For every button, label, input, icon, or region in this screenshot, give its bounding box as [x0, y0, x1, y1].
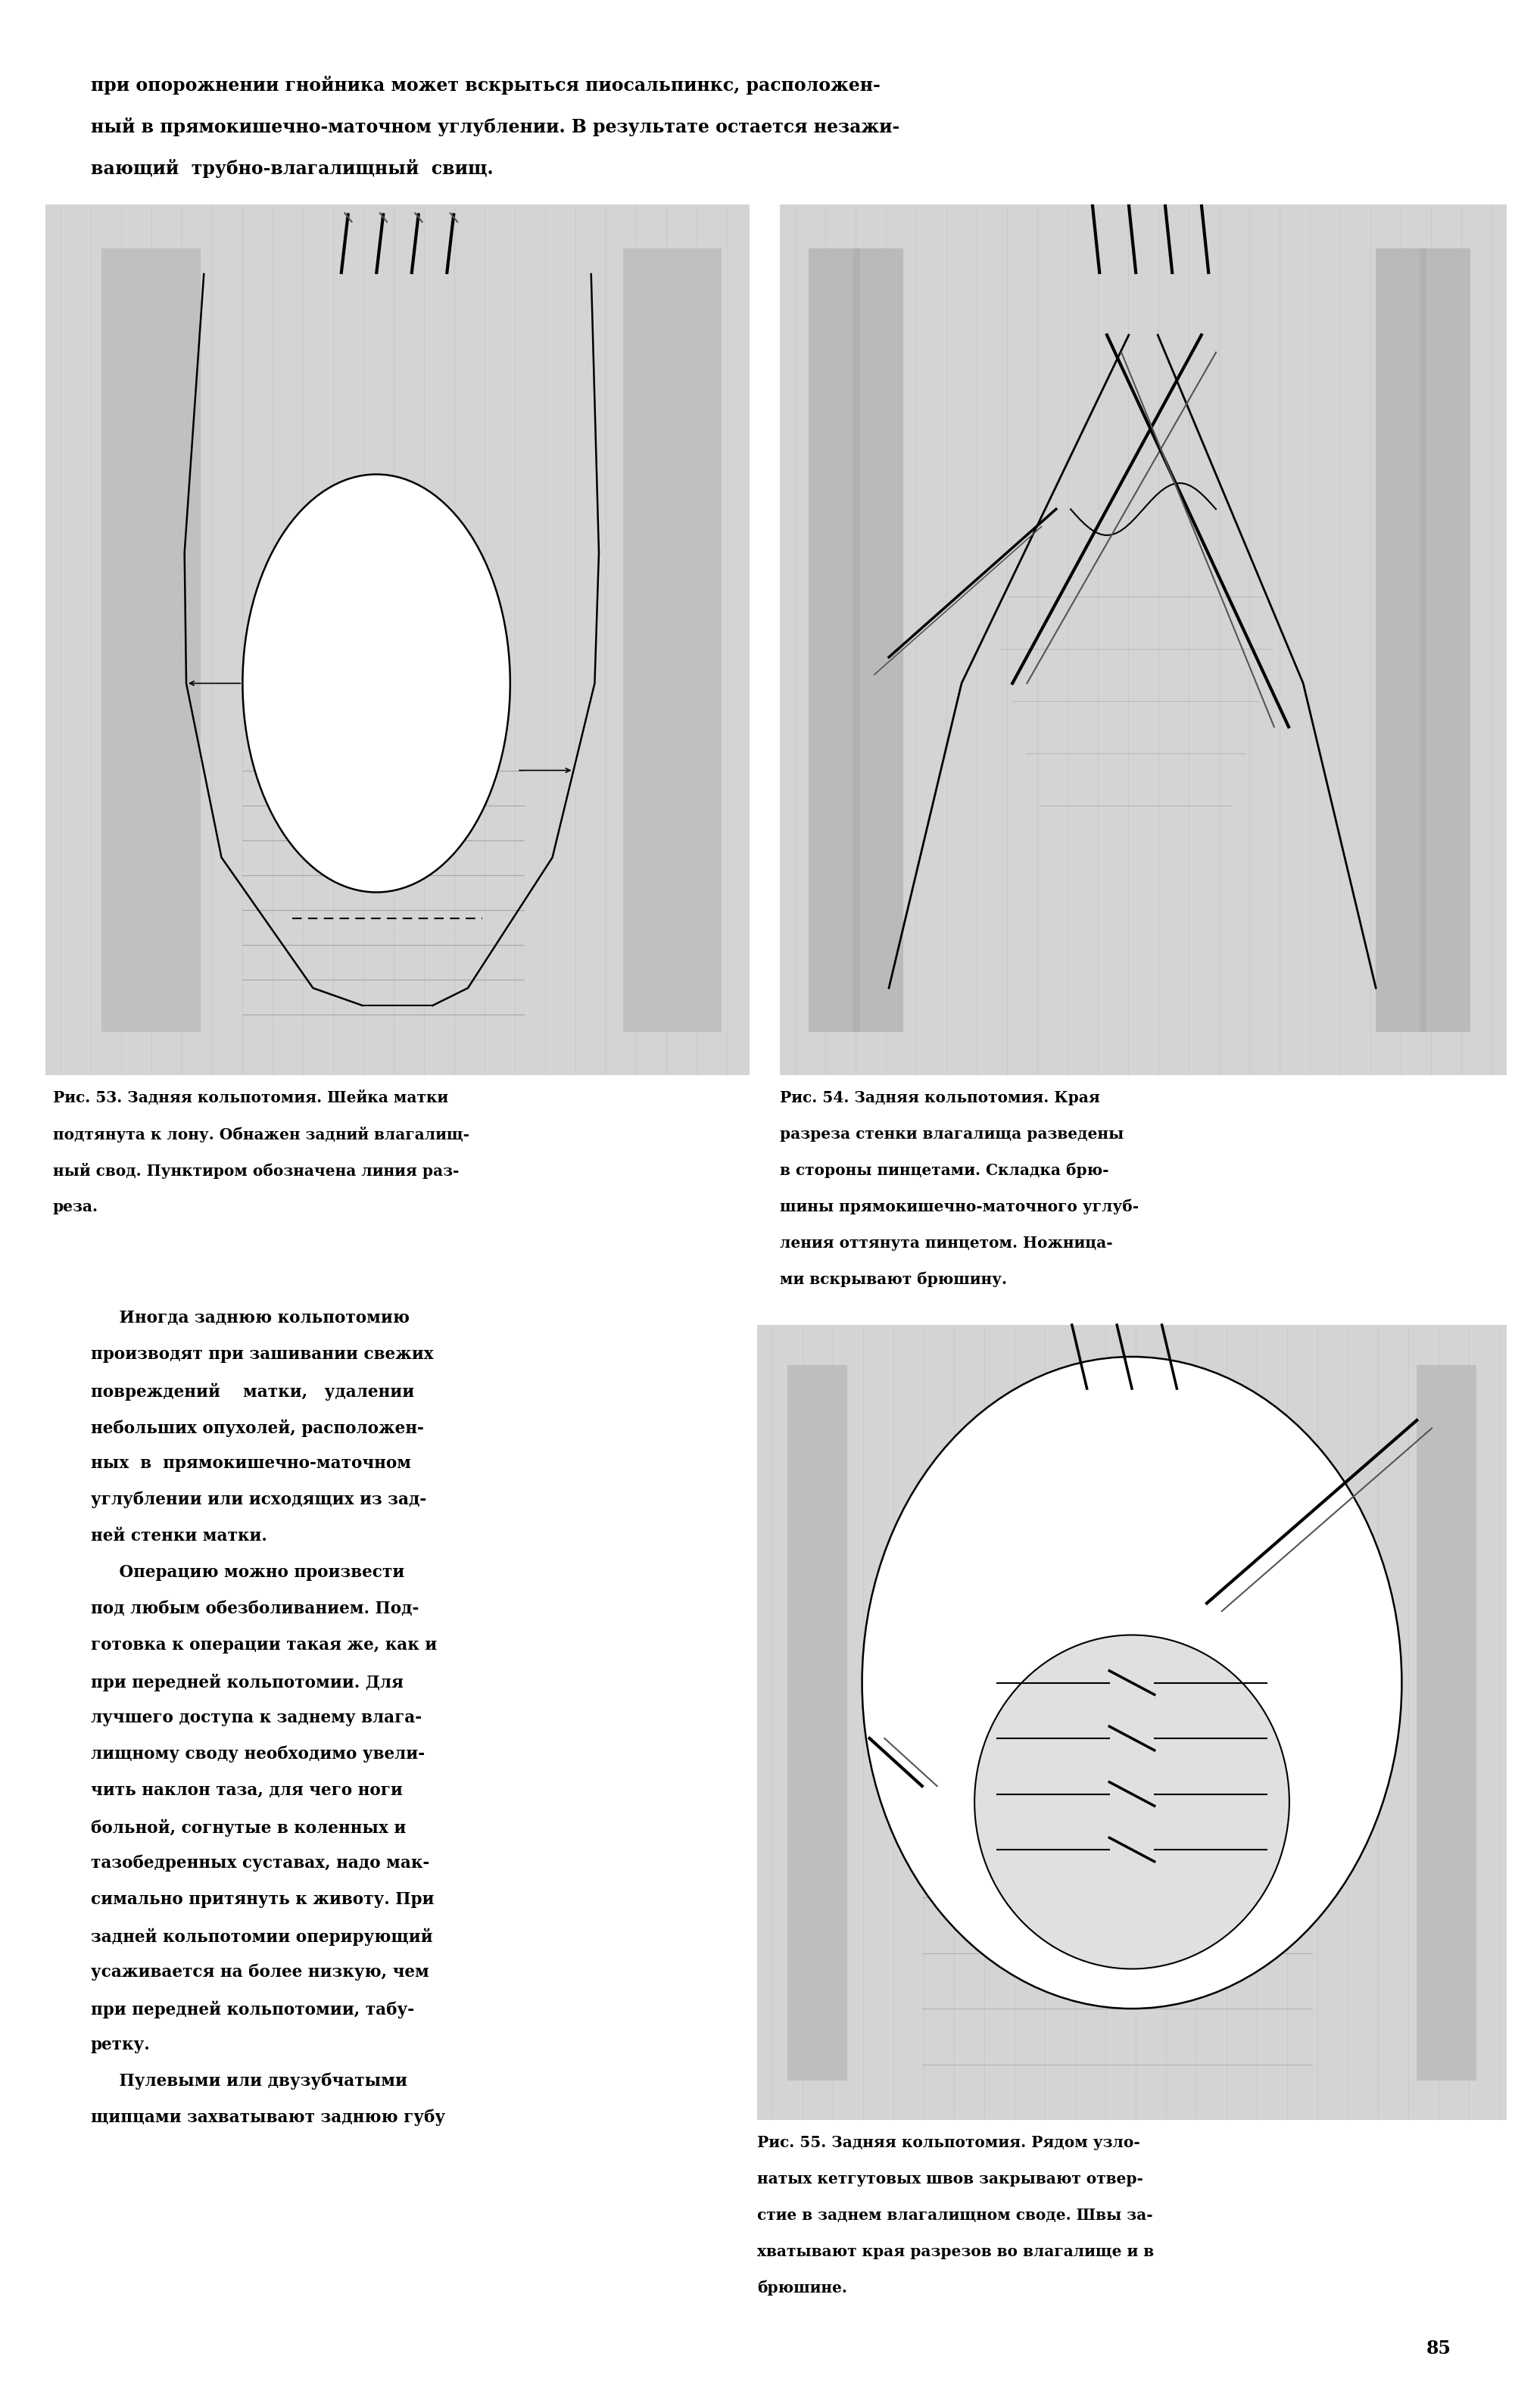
Bar	[853, 249, 904, 1032]
Text: вающий  трубно-влагалищный  свищ.: вающий трубно-влагалищный свищ.	[91, 158, 493, 177]
Text: симально притянуть к животу. При: симально притянуть к животу. При	[91, 1891, 434, 1908]
Text: небольших опухолей, расположен-: небольших опухолей, расположен-	[91, 1420, 424, 1436]
Ellipse shape	[862, 1357, 1401, 2009]
Text: брюшине.: брюшине.	[758, 2281, 847, 2296]
Text: Рис. 55. Задняя кольпотомия. Рядом узло-: Рис. 55. Задняя кольпотомия. Рядом узло-	[758, 2135, 1140, 2150]
Text: лищному своду необходимо увели-: лищному своду необходимо увели-	[91, 1745, 425, 1762]
Text: ней стенки матки.: ней стенки матки.	[91, 1527, 266, 1544]
Text: ми вскрывают брюшину.: ми вскрывают брюшину.	[779, 1271, 1007, 1288]
Bar	[102, 249, 151, 1032]
Bar	[1375, 249, 1426, 1032]
Text: усаживается на более низкую, чем: усаживается на более низкую, чем	[91, 1963, 430, 1980]
Text: Операцию можно произвести: Операцию можно произвести	[91, 1563, 405, 1580]
Text: подтянута к лону. Обнажен задний влагалищ-: подтянута к лону. Обнажен задний влагали…	[52, 1128, 470, 1142]
Text: Иногда заднюю кольпотомию: Иногда заднюю кольпотомию	[91, 1310, 410, 1326]
Bar	[1417, 1365, 1477, 2080]
Text: производят при зашивании свежих: производят при зашивании свежих	[91, 1345, 434, 1362]
Bar	[45, 203, 750, 1075]
Text: при передней кольпотомии. Для: при передней кольпотомии. Для	[91, 1673, 403, 1690]
Text: при опорожнении гнойника может вскрыться пиосальпинкс, расположен-: при опорожнении гнойника может вскрыться…	[91, 77, 881, 96]
Text: повреждений    матки,   удалении: повреждений матки, удалении	[91, 1381, 414, 1400]
Text: ный в прямокишечно-маточном углублении. В результате остается незажи-: ный в прямокишечно-маточном углублении. …	[91, 117, 899, 136]
Text: Рис. 53. Задняя кольпотомия. Шейка матки: Рис. 53. Задняя кольпотомия. Шейка матки	[52, 1089, 448, 1106]
Text: тазобедренных суставах, надо мак-: тазобедренных суставах, надо мак-	[91, 1855, 430, 1872]
Text: больной, согнутые в коленных и: больной, согнутые в коленных и	[91, 1819, 407, 1836]
Bar	[671, 249, 721, 1032]
Text: стие в заднем влагалищном своде. Швы за-: стие в заднем влагалищном своде. Швы за-	[758, 2207, 1153, 2224]
Text: чить наклон таза, для чего ноги: чить наклон таза, для чего ноги	[91, 1781, 402, 1798]
Text: натых кетгутовых швов закрывают отвер-: натых кетгутовых швов закрывают отвер-	[758, 2171, 1143, 2186]
Text: 85: 85	[1426, 2339, 1451, 2358]
Bar	[151, 249, 200, 1032]
Text: шины прямокишечно-маточного углуб-: шины прямокишечно-маточного углуб-	[779, 1199, 1138, 1214]
Text: ный свод. Пунктиром обозначена линия раз-: ный свод. Пунктиром обозначена линия раз…	[52, 1163, 459, 1178]
Text: реза.: реза.	[52, 1199, 99, 1214]
Text: разреза стенки влагалища разведены: разреза стенки влагалища разведены	[779, 1128, 1124, 1142]
Text: при передней кольпотомии, табу-: при передней кольпотомии, табу-	[91, 2001, 414, 2018]
Bar	[622, 249, 671, 1032]
Text: углублении или исходящих из зад-: углублении или исходящих из зад-	[91, 1491, 427, 1508]
Text: задней кольпотомии оперирующий: задней кольпотомии оперирующий	[91, 1927, 433, 1946]
Text: хватывают края разрезов во влагалище и в: хватывают края разрезов во влагалище и в	[758, 2243, 1153, 2260]
Text: готовка к операции такая же, как и: готовка к операции такая же, как и	[91, 1637, 437, 1654]
Text: ных  в  прямокишечно-маточном: ных в прямокишечно-маточном	[91, 1456, 411, 1472]
Text: в стороны пинцетами. Складка брю-: в стороны пинцетами. Складка брю-	[779, 1163, 1109, 1178]
Bar	[1420, 249, 1471, 1032]
Text: ления оттянута пинцетом. Ножница-: ления оттянута пинцетом. Ножница-	[779, 1235, 1113, 1250]
Bar	[809, 249, 859, 1032]
Bar	[758, 1324, 1506, 2121]
Bar	[787, 1365, 847, 2080]
Text: под любым обезболиванием. Под-: под любым обезболиванием. Под-	[91, 1602, 419, 1618]
Text: щипцами захватывают заднюю губу: щипцами захватывают заднюю губу	[91, 2109, 445, 2126]
Text: Рис. 54. Задняя кольпотомия. Края: Рис. 54. Задняя кольпотомия. Края	[779, 1089, 1100, 1106]
Ellipse shape	[975, 1635, 1289, 1968]
Text: лучшего доступа к заднему влага-: лучшего доступа к заднему влага-	[91, 1709, 422, 1726]
Text: ретку.: ретку.	[91, 2037, 151, 2054]
Bar	[779, 203, 1506, 1075]
Text: Пулевыми или двузубчатыми: Пулевыми или двузубчатыми	[91, 2073, 408, 2090]
Ellipse shape	[243, 474, 510, 893]
